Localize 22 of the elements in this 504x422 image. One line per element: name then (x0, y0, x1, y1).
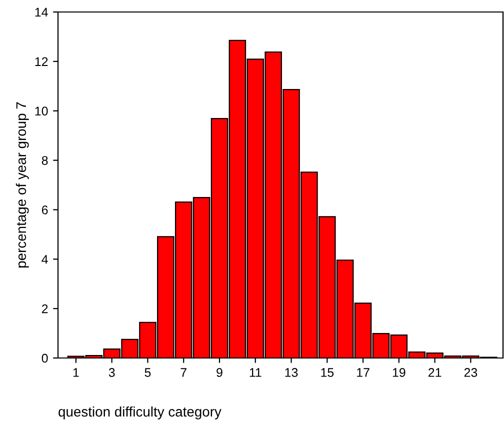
x-axis-title: question difficulty category (58, 406, 222, 420)
y-tick-label: 10 (35, 106, 48, 116)
x-tick-label: 21 (428, 368, 442, 377)
y-tick-label: 12 (35, 57, 48, 66)
y-tick-label: 8 (42, 156, 48, 165)
y-tick-label: 2 (42, 304, 48, 314)
x-tick-label: 5 (144, 368, 151, 377)
y-tick-label: 6 (42, 206, 48, 214)
x-tick-label: 1 (73, 368, 79, 377)
x-tick-label: 19 (392, 368, 406, 377)
y-axis-title: percentage of year group 7 (16, 102, 29, 268)
x-tick-label: 7 (180, 368, 186, 377)
x-tick-label: 17 (357, 368, 370, 377)
x-tick-label: 9 (216, 368, 222, 377)
x-tick-label: 15 (321, 368, 334, 377)
x-tick-label: 11 (250, 368, 262, 377)
x-tick-label: 13 (285, 368, 298, 377)
x-tick-label: 3 (108, 368, 115, 377)
y-tick-label: 4 (42, 255, 48, 264)
y-tick-label: 14 (35, 8, 48, 17)
x-tick-label: 23 (464, 368, 478, 377)
y-tick-label: 0 (42, 354, 48, 363)
